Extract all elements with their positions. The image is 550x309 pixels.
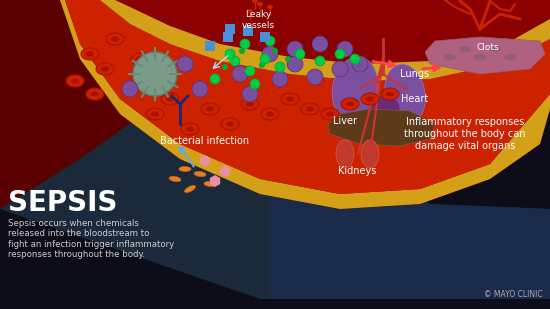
Polygon shape [100, 0, 550, 81]
Circle shape [265, 36, 275, 46]
Ellipse shape [246, 101, 254, 107]
Ellipse shape [184, 186, 196, 192]
Ellipse shape [86, 52, 94, 57]
Ellipse shape [146, 108, 164, 120]
Ellipse shape [332, 57, 378, 121]
FancyBboxPatch shape [205, 41, 215, 51]
Text: Kidneys: Kidneys [338, 166, 376, 176]
Circle shape [312, 36, 328, 52]
Ellipse shape [86, 88, 104, 100]
Ellipse shape [179, 166, 191, 171]
Circle shape [335, 49, 345, 59]
Circle shape [260, 54, 270, 64]
Ellipse shape [384, 64, 425, 124]
Text: Leaky
vessels: Leaky vessels [241, 10, 274, 30]
Ellipse shape [341, 98, 359, 110]
Ellipse shape [489, 46, 501, 52]
Circle shape [350, 54, 360, 64]
Ellipse shape [366, 96, 374, 101]
Ellipse shape [169, 176, 181, 182]
Ellipse shape [194, 171, 206, 176]
Text: SEPSIS: SEPSIS [8, 189, 117, 217]
Ellipse shape [241, 98, 259, 110]
Ellipse shape [131, 53, 149, 65]
Circle shape [287, 56, 303, 72]
Circle shape [295, 49, 305, 59]
Text: Inflammatory responses
throughout the body can
damage vital organs: Inflammatory responses throughout the bo… [404, 117, 526, 150]
Circle shape [287, 41, 303, 57]
Circle shape [239, 48, 245, 54]
Ellipse shape [252, 0, 258, 3]
Circle shape [192, 81, 208, 97]
Circle shape [245, 66, 255, 76]
Ellipse shape [361, 93, 379, 105]
FancyBboxPatch shape [260, 32, 270, 42]
Circle shape [337, 41, 353, 57]
Ellipse shape [386, 91, 394, 96]
Ellipse shape [66, 75, 84, 87]
Ellipse shape [166, 96, 174, 101]
Ellipse shape [156, 71, 164, 77]
Ellipse shape [301, 103, 319, 115]
Ellipse shape [266, 112, 274, 116]
Ellipse shape [181, 123, 199, 135]
Circle shape [285, 56, 291, 62]
Text: Clots: Clots [477, 43, 499, 52]
Ellipse shape [206, 107, 214, 112]
Text: Liver: Liver [333, 116, 357, 126]
Polygon shape [0, 0, 150, 209]
Circle shape [272, 71, 288, 87]
Ellipse shape [247, 9, 253, 13]
Ellipse shape [321, 108, 339, 120]
FancyBboxPatch shape [223, 32, 233, 42]
Ellipse shape [106, 33, 124, 45]
Polygon shape [270, 0, 550, 299]
Polygon shape [0, 0, 550, 299]
Ellipse shape [186, 126, 194, 132]
FancyBboxPatch shape [243, 26, 253, 36]
Ellipse shape [71, 78, 79, 83]
Ellipse shape [205, 181, 216, 187]
Circle shape [122, 81, 138, 97]
Text: Sepsis occurs when chemicals
released into the bloodstream to
fight an infection: Sepsis occurs when chemicals released in… [8, 219, 174, 259]
Ellipse shape [286, 96, 294, 101]
Circle shape [232, 66, 248, 82]
Ellipse shape [151, 112, 159, 116]
Ellipse shape [91, 91, 99, 96]
Circle shape [272, 48, 278, 54]
Text: Lungs: Lungs [400, 69, 430, 79]
Ellipse shape [361, 140, 379, 168]
Text: © MAYO CLINIC: © MAYO CLINIC [485, 290, 543, 299]
Circle shape [250, 79, 260, 89]
Ellipse shape [459, 46, 471, 52]
Polygon shape [425, 37, 545, 74]
Ellipse shape [201, 103, 219, 115]
Ellipse shape [504, 54, 516, 60]
Circle shape [242, 86, 258, 102]
Polygon shape [65, 0, 550, 194]
Ellipse shape [381, 88, 399, 100]
Ellipse shape [444, 54, 456, 60]
Ellipse shape [306, 107, 314, 112]
Ellipse shape [101, 66, 109, 71]
Text: Bacterial infection: Bacterial infection [161, 136, 250, 146]
Ellipse shape [161, 93, 179, 105]
Ellipse shape [267, 5, 273, 9]
Polygon shape [328, 109, 435, 146]
Circle shape [307, 69, 323, 85]
Circle shape [133, 52, 177, 96]
Circle shape [240, 39, 250, 49]
Ellipse shape [111, 36, 119, 41]
Ellipse shape [136, 57, 144, 61]
Polygon shape [60, 0, 550, 209]
Text: Heart: Heart [402, 94, 428, 104]
Ellipse shape [96, 63, 114, 75]
Circle shape [332, 61, 348, 77]
Ellipse shape [151, 68, 169, 80]
Ellipse shape [370, 95, 400, 123]
Circle shape [222, 64, 228, 70]
Ellipse shape [326, 112, 334, 116]
FancyBboxPatch shape [225, 24, 235, 34]
Ellipse shape [346, 101, 354, 107]
